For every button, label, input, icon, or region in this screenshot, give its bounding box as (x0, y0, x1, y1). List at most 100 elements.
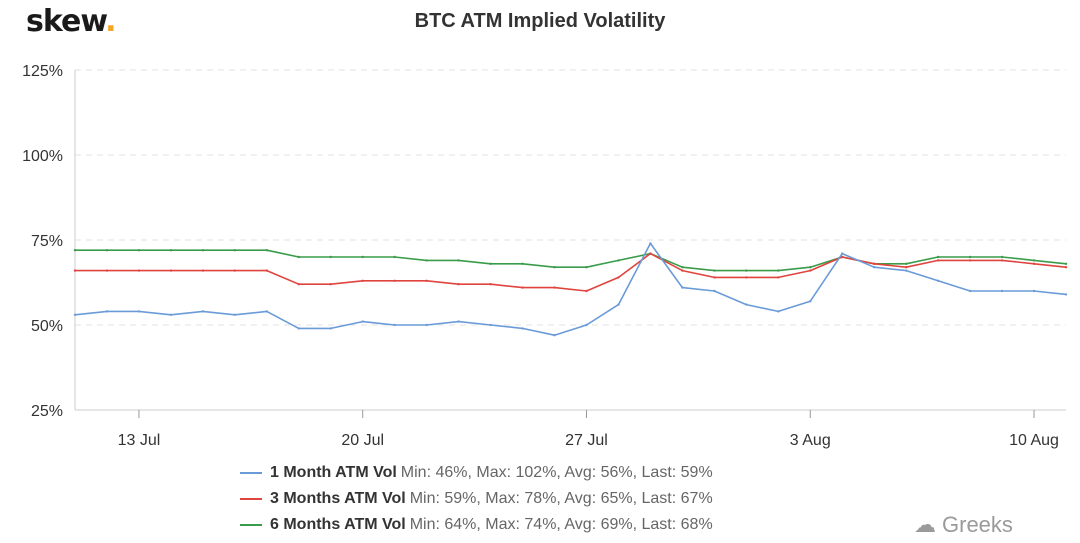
logo-dot: . (105, 4, 116, 39)
data-point-1m (649, 242, 652, 245)
data-point-3m (1032, 262, 1036, 265)
data-point-3m (169, 269, 173, 272)
data-point-1m (1000, 289, 1004, 293)
data-point-3m (617, 276, 620, 279)
data-point-6m (201, 249, 205, 252)
data-point-6m (73, 249, 77, 252)
data-point-3m (297, 283, 300, 286)
y-tick-label: 50% (31, 318, 63, 335)
data-point-3m (1000, 259, 1004, 262)
grid-layer (74, 69, 1066, 418)
data-point-3m (809, 269, 812, 272)
data-point-3m (521, 286, 524, 289)
data-point-6m (329, 255, 332, 259)
y-tick-label: 25% (31, 403, 63, 420)
data-point-6m (777, 269, 780, 272)
data-point-1m (329, 327, 332, 330)
data-point-1m (841, 252, 844, 255)
data-point-3m (361, 279, 364, 282)
data-point-1m (457, 320, 460, 323)
data-point-3m (73, 269, 77, 272)
data-point-6m (425, 259, 428, 262)
data-point-1m (681, 286, 684, 289)
x-tick-label: 27 Jul (565, 432, 608, 449)
series-line-6m[interactable] (75, 249, 1067, 272)
data-point-6m (553, 266, 556, 269)
data-point-1m (233, 313, 236, 316)
x-tick-label: 3 Aug (790, 432, 831, 449)
data-point-6m (617, 259, 620, 262)
legend-swatch-1m (240, 472, 262, 474)
line-chart: 25% 50% 75% 100% 125% 13 Jul 20 Jul 27 Jul 3 Aug… (22, 63, 1068, 449)
data-point-3m (1064, 266, 1068, 269)
data-point-6m (585, 266, 588, 269)
data-point-3m (489, 283, 492, 286)
watermark-text: Greeks (942, 512, 1013, 537)
legend: 1 Month ATM Vol Min: 46%, Max: 102%, Avg… (240, 460, 713, 538)
legend-item-3m[interactable]: 3 Months ATM Vol Min: 59%, Max: 78%, Avg… (240, 486, 713, 512)
data-point-3m (873, 262, 876, 265)
data-point-6m (105, 249, 109, 252)
data-point-3m (745, 276, 748, 279)
legend-stats-1m: Min: 46%, Max: 102%, Avg: 56%, Last: 59% (400, 464, 713, 481)
legend-item-6m[interactable]: 6 Months ATM Vol Min: 64%, Max: 74%, Avg… (240, 512, 713, 538)
chart-title: BTC ATM Implied Volatility (414, 10, 666, 32)
data-point-6m (489, 262, 492, 265)
data-point-1m (777, 310, 780, 313)
data-point-3m (553, 286, 556, 289)
data-point-1m (968, 289, 972, 293)
data-point-1m (265, 310, 268, 313)
x-tick-label: 10 Aug (1009, 432, 1059, 449)
data-point-1m (553, 334, 556, 337)
data-point-1m (393, 323, 396, 327)
data-point-1m (745, 303, 748, 306)
data-point-3m (457, 283, 460, 286)
data-point-1m (873, 266, 876, 269)
data-point-3m (265, 269, 268, 272)
y-tick-label: 75% (31, 233, 63, 250)
data-point-3m (393, 279, 396, 282)
wechat-icon: ☁ (914, 512, 936, 537)
data-point-1m (1064, 293, 1068, 296)
data-point-6m (393, 255, 396, 259)
data-point-1m (905, 269, 908, 272)
data-point-6m (265, 249, 268, 252)
data-point-6m (521, 262, 524, 265)
legend-item-1m[interactable]: 1 Month ATM Vol Min: 46%, Max: 102%, Avg… (240, 460, 713, 486)
data-point-6m (137, 249, 141, 252)
data-point-1m (713, 289, 716, 293)
legend-label-3m: 3 Months ATM Vol (270, 490, 406, 507)
data-point-1m (73, 313, 77, 316)
data-point-1m (489, 323, 492, 327)
data-point-3m (681, 269, 684, 272)
data-point-6m (169, 249, 173, 252)
data-point-6m (745, 269, 748, 272)
data-point-3m (105, 269, 109, 272)
data-point-3m (137, 269, 141, 272)
data-point-6m (361, 255, 364, 259)
y-tick-label: 125% (22, 63, 63, 80)
series-line-1m[interactable] (74, 242, 1067, 337)
data-point-6m (1032, 259, 1036, 262)
series-layer (73, 242, 1068, 337)
data-point-3m (841, 255, 844, 259)
legend-stats-6m: Min: 64%, Max: 74%, Avg: 69%, Last: 68% (409, 516, 713, 533)
x-tick-label: 13 Jul (118, 432, 161, 449)
y-tick-label: 100% (22, 148, 63, 165)
data-point-6m (905, 262, 908, 265)
legend-label-6m: 6 Months ATM Vol (270, 516, 406, 533)
data-point-6m (1000, 255, 1004, 259)
data-point-6m (809, 266, 812, 269)
data-point-3m (649, 252, 652, 255)
data-point-3m (968, 259, 972, 262)
data-point-1m (297, 327, 300, 330)
data-point-6m (968, 255, 972, 259)
data-point-3m (585, 289, 588, 293)
data-point-1m (1032, 289, 1036, 293)
data-point-1m (936, 279, 940, 282)
tick-layer: 25% 50% 75% 100% 125% 13 Jul 20 Jul 27 Jul 3 Aug… (22, 63, 1059, 449)
data-point-6m (936, 255, 940, 259)
data-point-3m (936, 259, 940, 262)
data-point-1m (169, 313, 173, 316)
series-line-3m[interactable] (75, 252, 1067, 292)
